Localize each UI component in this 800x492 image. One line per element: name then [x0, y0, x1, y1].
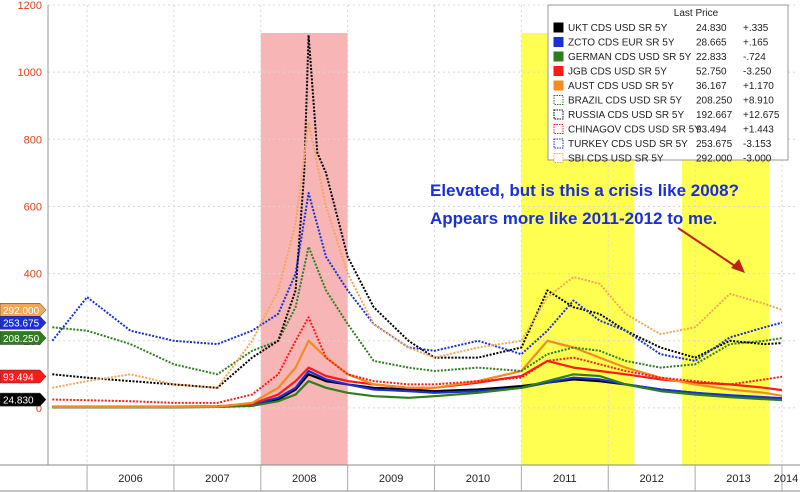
- legend-name: JGB CDS USD SR 5Y: [568, 67, 667, 78]
- legend-title: Last Price: [674, 8, 719, 19]
- legend-price: 292.000: [696, 154, 733, 165]
- last-value-text: 24.830: [3, 396, 34, 407]
- y-tick-label: 600: [24, 201, 42, 213]
- legend-name: ZCTO CDS EUR SR 5Y: [568, 38, 675, 49]
- x-tick-label: 2006: [118, 473, 142, 485]
- last-value-text: 253.675: [3, 319, 40, 330]
- x-tick-label: 2010: [466, 473, 490, 485]
- series-line: [52, 247, 782, 374]
- legend-price: 52.750: [696, 67, 727, 78]
- legend-change: -3.153: [743, 139, 772, 150]
- legend-price: 253.675: [696, 139, 733, 150]
- legend-swatch: [554, 96, 563, 105]
- last-value-text: 208.250: [3, 334, 40, 345]
- x-tick-label: 2011: [553, 473, 577, 485]
- legend-name: UKT CDS USD SR 5Y: [568, 23, 668, 34]
- legend-change: +.335: [743, 23, 769, 34]
- legend-name: SBI CDS USD SR 5Y: [568, 154, 664, 165]
- legend-swatch: [554, 38, 563, 47]
- legend-change: +.165: [743, 38, 769, 49]
- last-value-text: 93.494: [3, 373, 34, 384]
- legend-change: -3.000: [743, 154, 772, 165]
- legend-name: RUSSIA CDS USD SR 5Y: [568, 110, 684, 121]
- last-value-text: 292.000: [3, 306, 40, 317]
- legend-swatch: [554, 52, 563, 61]
- legend-swatch: [554, 67, 563, 76]
- legend-swatch: [554, 139, 563, 148]
- legend-change: -.724: [743, 52, 766, 63]
- legend-change: +1.443: [743, 125, 774, 136]
- legend-price: 208.250: [696, 96, 733, 107]
- legend-change: -3.250: [743, 67, 772, 78]
- legend-swatch: [554, 154, 563, 163]
- legend-change: +8.910: [743, 96, 774, 107]
- legend-name: GERMAN CDS USD SR 5Y: [568, 52, 692, 63]
- legend-price: 28.665: [696, 38, 727, 49]
- x-tick-label: 2008: [292, 473, 316, 485]
- legend-swatch: [554, 81, 563, 90]
- annotation-line-1: Elevated, but is this a crisis like 2008…: [430, 181, 739, 200]
- legend-swatch: [554, 23, 563, 32]
- annotation-line-2: Appears more like 2011-2012 to me.: [430, 209, 717, 228]
- y-tick-label: 1200: [18, 0, 42, 12]
- y-tick-label: 1000: [18, 67, 42, 79]
- legend-swatch: [554, 125, 563, 134]
- legend-price: 192.667: [696, 110, 733, 121]
- legend-name: AUST CDS USD SR 5Y: [568, 81, 674, 92]
- legend-name: BRAZIL CDS USD SR 5Y: [568, 96, 682, 107]
- y-tick-label: 800: [24, 134, 42, 146]
- legend-name: TURKEY CDS USD SR 5Y: [568, 139, 688, 150]
- x-tick-label: 2013: [726, 473, 750, 485]
- y-tick-label: 400: [24, 269, 42, 281]
- x-tick-label: 2014: [774, 473, 798, 485]
- legend-price: 22.833: [696, 52, 727, 63]
- legend-name: CHINAGOV CDS USD SR 5Y: [568, 125, 701, 136]
- x-tick-label: 2009: [379, 473, 403, 485]
- legend-price: 93.494: [696, 125, 727, 136]
- x-tick-label: 2012: [639, 473, 663, 485]
- legend-change: +1.170: [743, 81, 774, 92]
- legend-price: 24.830: [696, 23, 727, 34]
- legend-swatch: [554, 110, 563, 119]
- x-tick-label: 2007: [205, 473, 229, 485]
- legend-price: 36.167: [696, 81, 727, 92]
- legend-change: +12.675: [743, 110, 780, 121]
